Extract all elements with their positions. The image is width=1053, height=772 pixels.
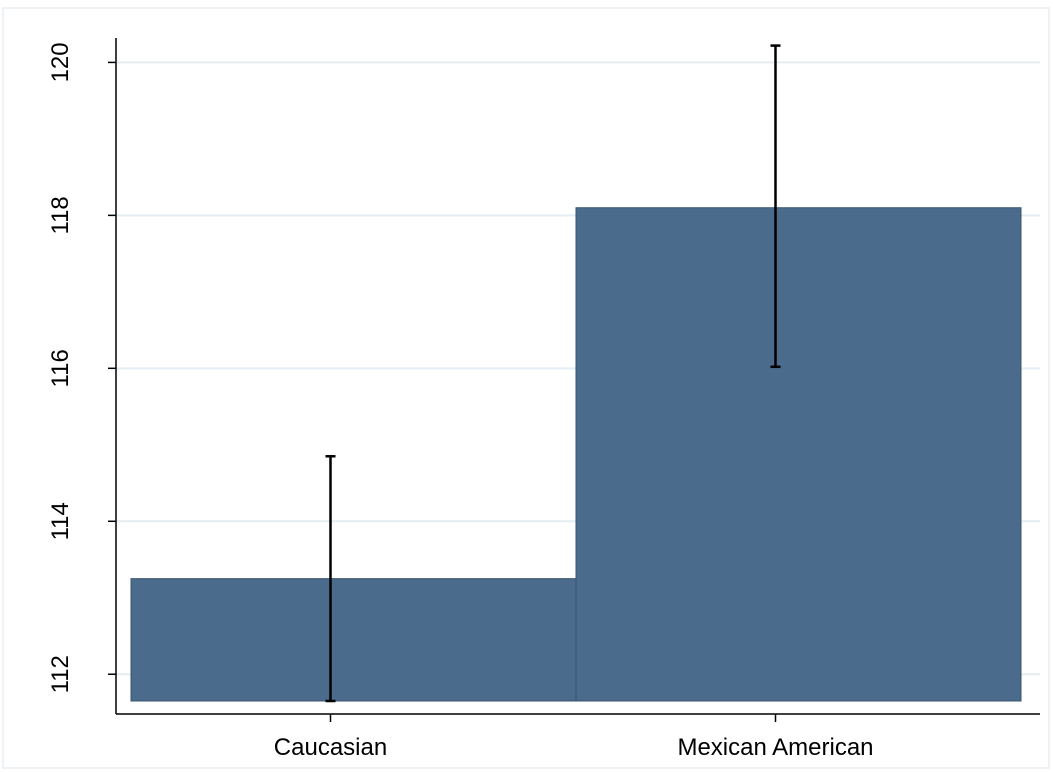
y-tick-label: 120 <box>47 42 74 82</box>
y-axis-ticks: 112 114 116 118 120 <box>47 42 116 693</box>
y-tick-label: 116 <box>47 349 74 387</box>
error-bar <box>325 455 336 703</box>
bar <box>575 207 1022 702</box>
bar <box>130 578 577 702</box>
bars <box>130 207 1022 702</box>
plot-frame <box>2 7 1050 769</box>
y-tick-label: 112 <box>47 655 74 693</box>
x-tick-label: Caucasian <box>274 734 387 761</box>
error-bar <box>770 44 781 369</box>
y-tick-label: 118 <box>47 196 74 234</box>
x-axis-ticks: Caucasian Mexican American <box>274 714 874 761</box>
x-tick-label: Mexican American <box>677 734 873 761</box>
error-bars <box>325 44 781 703</box>
y-tick-label: 114 <box>47 502 74 540</box>
